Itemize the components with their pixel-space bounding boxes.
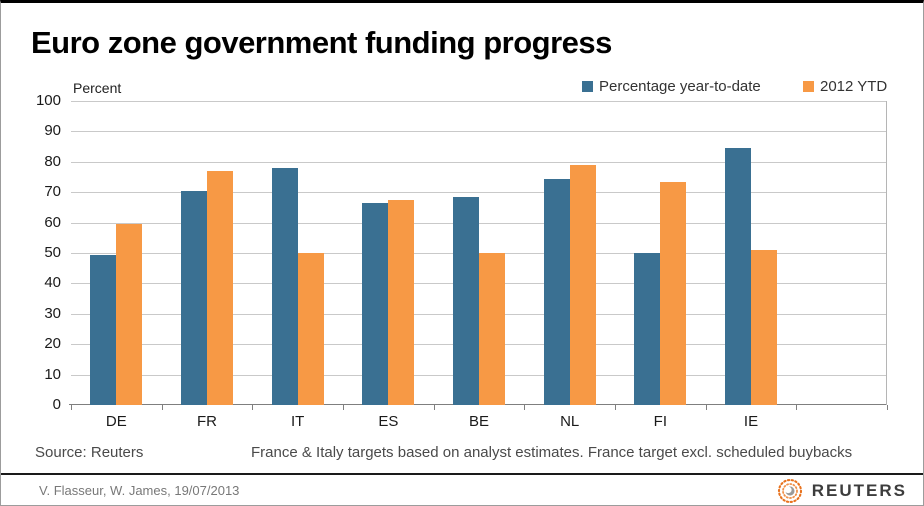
bar-NL-2012 — [570, 164, 596, 405]
source-note: Source: Reuters — [35, 444, 144, 461]
y-tick-label-70: 70 — [44, 183, 61, 201]
x-axis-tick — [887, 405, 888, 410]
x-tick-label-IE: IE — [743, 413, 759, 430]
y-tick-label-90: 90 — [44, 122, 61, 140]
y-tick-label-10: 10 — [44, 365, 61, 383]
bar-IT-ytd — [272, 167, 298, 405]
legend-item-2012-ytd: 2012 YTD — [803, 78, 887, 95]
plot-area: DE FR IT ES BE NL FI IE — [69, 101, 888, 430]
legend-swatch-blue-icon — [582, 81, 593, 92]
x-tick-label-IT: IT — [290, 413, 305, 430]
bar-IE-2012 — [751, 249, 777, 405]
bar-BE-ytd — [453, 196, 479, 405]
x-tick-label-NL: NL — [560, 413, 580, 430]
x-axis-tick — [162, 405, 163, 410]
bar-NL-ytd — [544, 178, 570, 405]
x-axis-tick — [796, 405, 797, 410]
gridline-70 — [71, 192, 886, 194]
y-axis-title: Percent — [73, 80, 122, 96]
gridline-80 — [71, 161, 886, 163]
x-axis-tick — [524, 405, 525, 410]
x-tick-label-BE: BE — [468, 413, 489, 430]
y-tick-label-0: 0 — [52, 396, 61, 413]
methodology-note: France & Italy targets based on analyst … — [251, 444, 853, 461]
bar-FR-ytd — [181, 190, 207, 405]
x-axis-tick — [343, 405, 344, 410]
bar-FR-2012 — [207, 170, 233, 405]
bar-IT-2012 — [298, 253, 324, 405]
y-tick-label-60: 60 — [44, 213, 61, 231]
bar-DE-2012 — [116, 224, 142, 405]
footer-divider — [1, 473, 923, 475]
reuters-wordmark: REUTERS — [811, 481, 907, 500]
reuters-swirl-icon — [777, 478, 802, 504]
gridline-90 — [71, 131, 886, 133]
bar-BE-2012 — [479, 253, 505, 405]
bar-DE-ytd — [90, 254, 116, 405]
y-tick-label-80: 80 — [44, 152, 61, 170]
y-tick-label-30: 30 — [44, 304, 61, 322]
x-axis-tick — [71, 405, 72, 410]
reuters-logo: REUTERS — [777, 478, 907, 504]
y-tick-label-50: 50 — [44, 244, 61, 261]
x-axis-tick — [252, 405, 253, 410]
y-tick-label-100: 100 — [35, 92, 61, 109]
bar-IE-ytd — [725, 148, 751, 405]
legend-label-2012-ytd: 2012 YTD — [820, 78, 888, 95]
x-tick-label-FI: FI — [653, 413, 667, 430]
x-tick-label-DE: DE — [105, 413, 127, 430]
y-tick-label-40: 40 — [44, 274, 61, 292]
bar-FI-ytd — [634, 253, 660, 405]
x-tick-label-FR: FR — [197, 413, 217, 430]
bar-FI-2012 — [660, 181, 686, 405]
legend-item-percentage-ytd: Percentage year-to-date — [582, 78, 761, 95]
chart-title: Euro zone government funding progress — [31, 25, 612, 60]
x-tick-label-ES: ES — [378, 413, 399, 430]
footer-credit: V. Flasseur, W. James, 19/07/2013 — [39, 483, 240, 498]
x-axis-tick — [434, 405, 435, 410]
bar-ES-2012 — [388, 199, 414, 405]
x-axis-tick — [615, 405, 616, 410]
legend-label-percentage-ytd: Percentage year-to-date — [599, 78, 761, 95]
legend-swatch-orange-icon — [803, 81, 814, 92]
gridline-100 — [71, 101, 886, 102]
x-axis-tick — [706, 405, 707, 410]
bar-ES-ytd — [362, 202, 388, 405]
y-tick-label-20: 20 — [44, 335, 61, 353]
